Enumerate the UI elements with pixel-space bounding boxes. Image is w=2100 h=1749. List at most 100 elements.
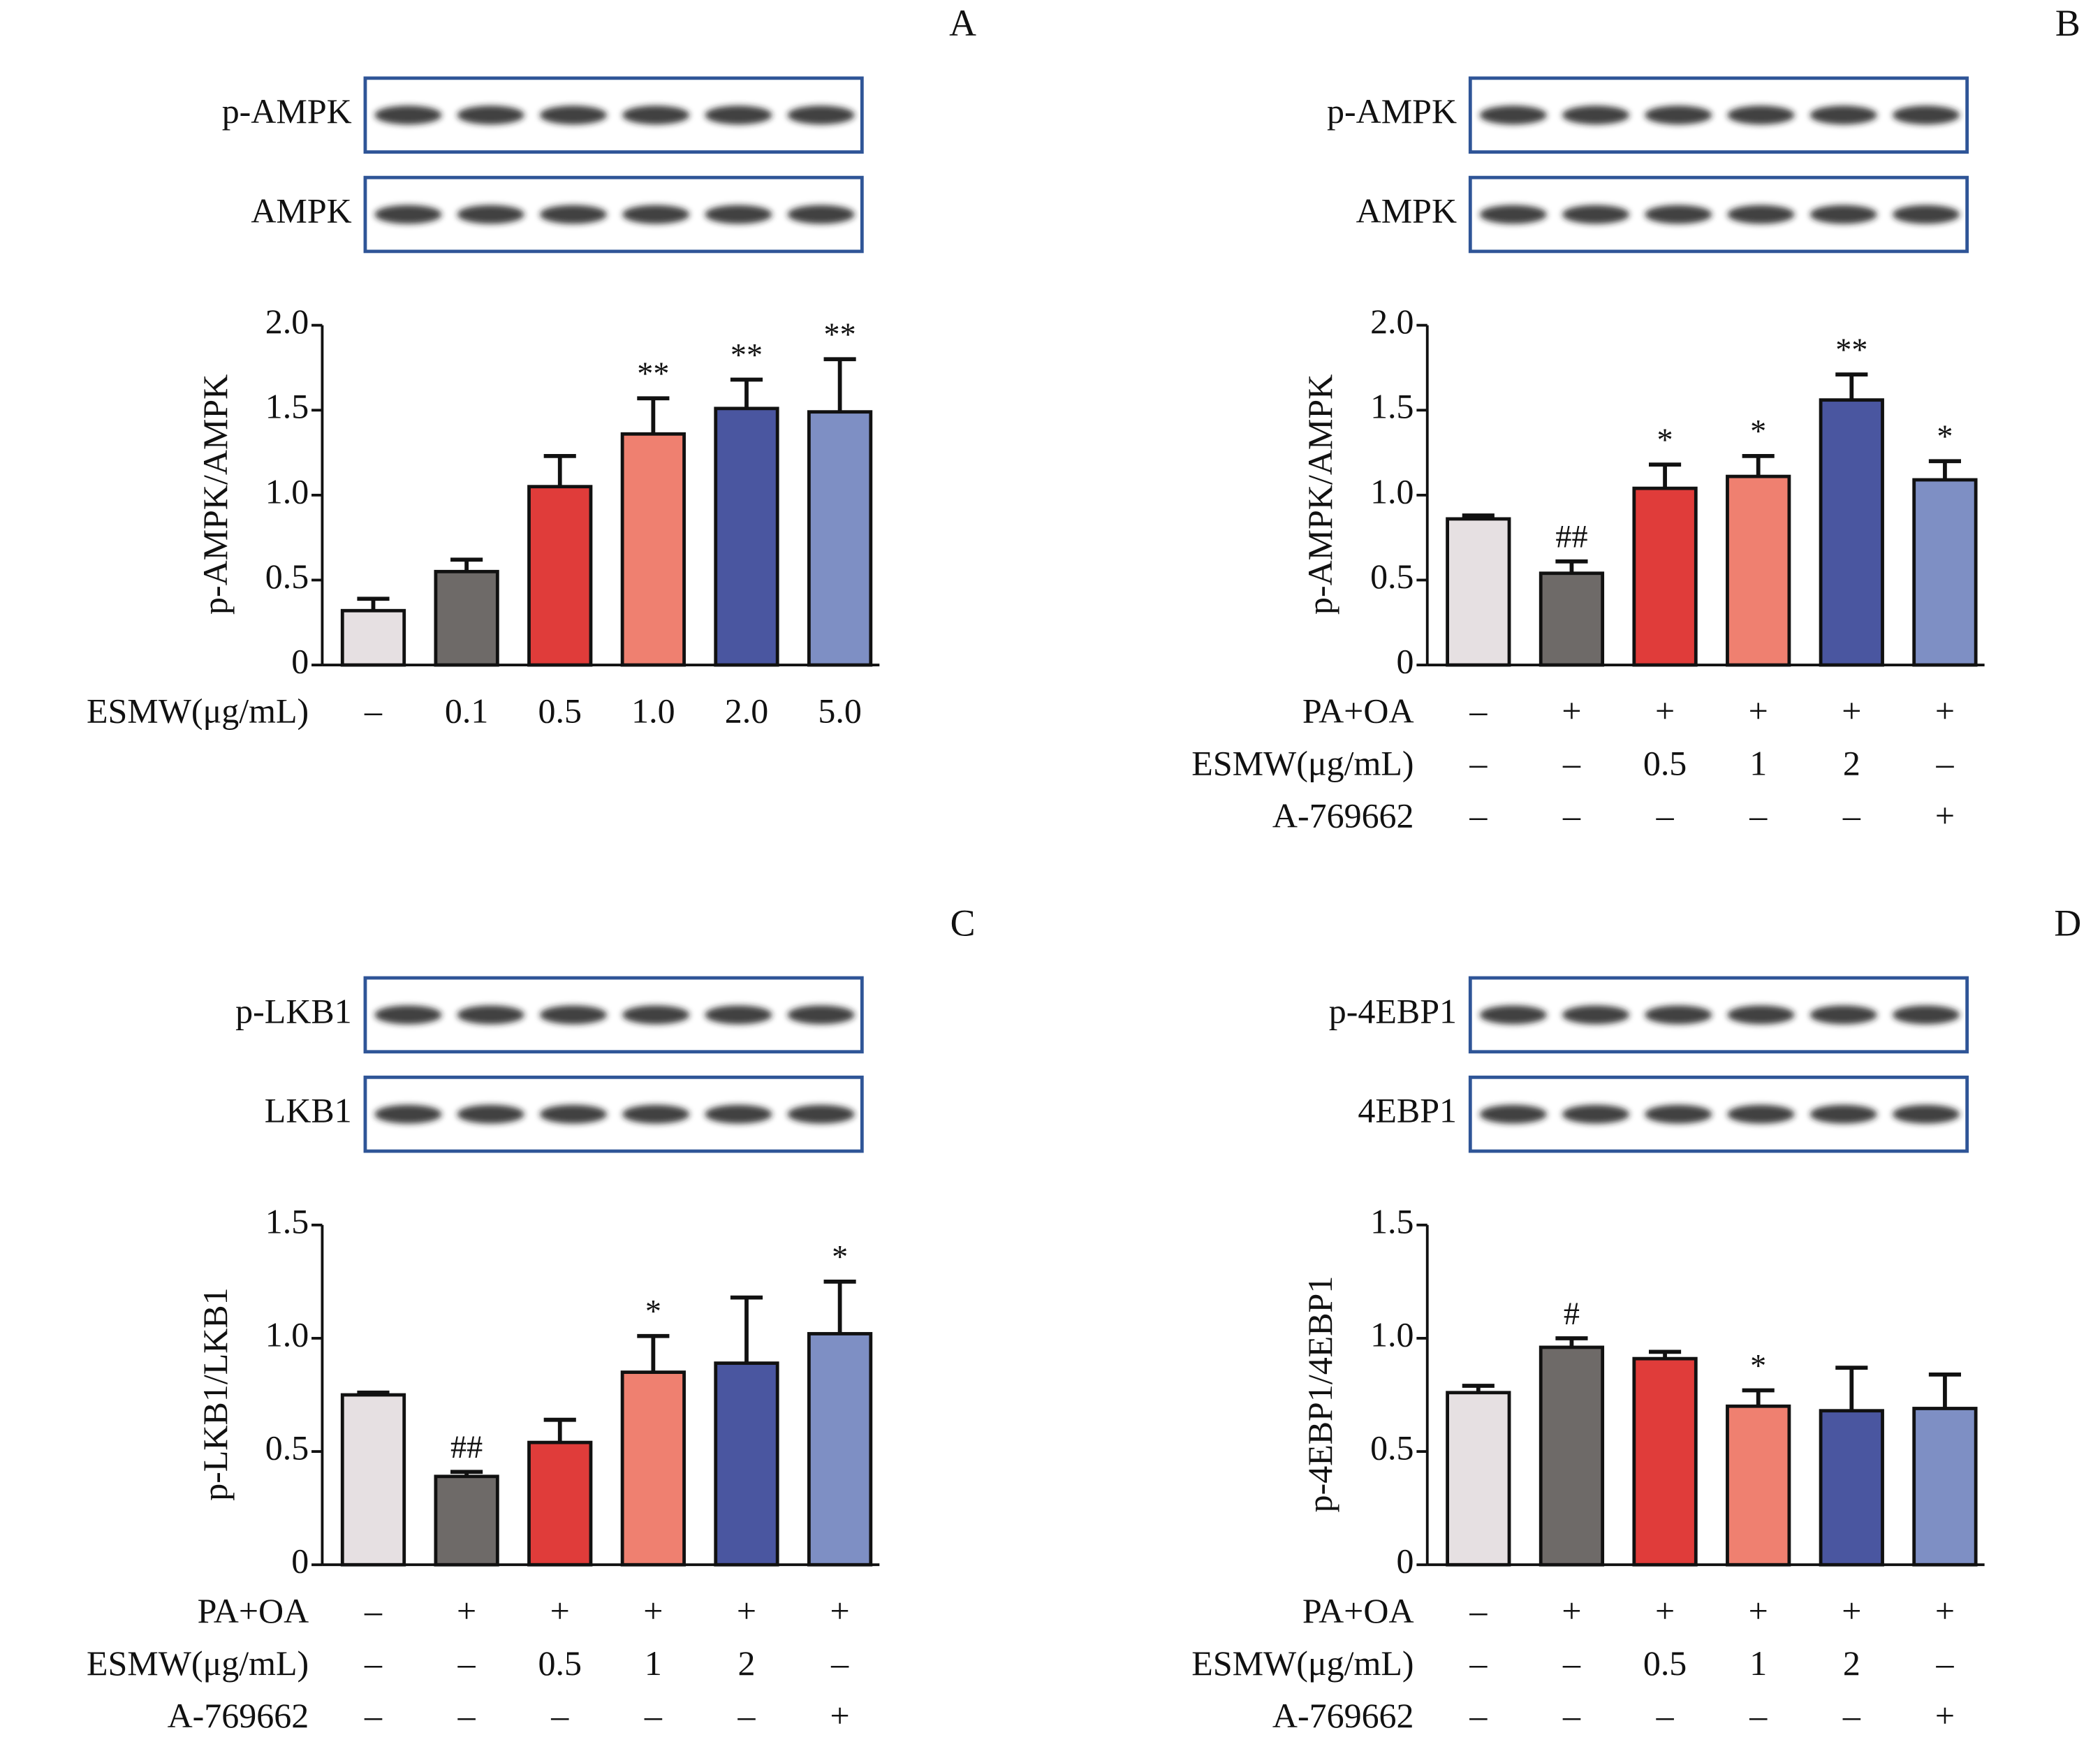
y-tick-label: 0.5 xyxy=(1370,1428,1414,1468)
condition-label: A-769662 xyxy=(168,1696,309,1735)
condition-label: ESMW(μg/mL) xyxy=(1191,1644,1414,1683)
blot-label: AMPK xyxy=(1356,191,1457,230)
condition-value: – xyxy=(1469,796,1488,835)
condition-value: – xyxy=(1469,1591,1488,1630)
bar xyxy=(620,1370,686,1567)
band xyxy=(787,1005,855,1025)
band xyxy=(1562,205,1630,224)
condition-value: – xyxy=(644,1696,663,1735)
bar xyxy=(714,1361,779,1567)
blot-bands xyxy=(1479,105,1960,125)
condition-value: – xyxy=(1749,1696,1768,1735)
band xyxy=(539,1005,608,1025)
significance-mark: # xyxy=(1564,1296,1580,1331)
y-tick-label: 0.5 xyxy=(265,557,309,596)
band xyxy=(1892,105,1960,125)
bar xyxy=(340,608,406,667)
bar xyxy=(1726,1404,1791,1567)
panel-label: D xyxy=(2054,902,2081,944)
band xyxy=(374,105,442,125)
band xyxy=(1479,205,1547,224)
band xyxy=(1809,205,1877,224)
condition-value: – xyxy=(1935,1644,1954,1683)
condition-label: PA+OA xyxy=(1302,1591,1414,1630)
band xyxy=(1727,1005,1795,1025)
bar xyxy=(1539,1345,1605,1567)
condition-value: 0.5 xyxy=(1643,744,1687,783)
condition-value: – xyxy=(1469,691,1488,731)
condition-value: 1.0 xyxy=(631,691,675,731)
blot-bands xyxy=(374,1005,855,1025)
condition-label: A-769662 xyxy=(1272,796,1414,835)
band xyxy=(1892,1104,1960,1124)
band xyxy=(1727,1104,1795,1124)
bar xyxy=(340,1393,406,1567)
bar xyxy=(1632,1356,1698,1567)
condition-value: – xyxy=(1562,1644,1581,1683)
condition-value: – xyxy=(830,1644,849,1683)
condition-value: + xyxy=(1655,1591,1675,1630)
blot-label: p-LKB1 xyxy=(235,991,352,1030)
condition-value: + xyxy=(1749,691,1768,731)
condition-value: 0.5 xyxy=(538,1644,582,1683)
band xyxy=(1479,105,1547,125)
band xyxy=(1727,105,1795,125)
y-tick-label: 1.5 xyxy=(265,387,309,426)
band xyxy=(1892,1005,1960,1025)
panel-label: B xyxy=(2055,2,2080,44)
condition-value: + xyxy=(457,1591,476,1630)
blot-frame xyxy=(363,76,864,154)
band xyxy=(457,1104,524,1124)
band xyxy=(1562,1005,1630,1025)
blot-bands xyxy=(374,1104,855,1124)
bar xyxy=(1539,571,1605,667)
band xyxy=(374,1005,442,1025)
band xyxy=(1809,1104,1877,1124)
significance-mark: ** xyxy=(1835,332,1867,367)
band xyxy=(622,105,690,125)
condition-value: + xyxy=(1935,796,1955,835)
y-axis-label: p-LKB1/LKB1 xyxy=(196,1287,235,1500)
band xyxy=(705,1005,772,1025)
band xyxy=(1562,105,1630,125)
y-tick-label: 0 xyxy=(1397,642,1414,681)
y-tick-label: 0.5 xyxy=(1370,557,1414,596)
blot-frame xyxy=(1468,175,1969,254)
condition-value: 1 xyxy=(645,1644,662,1683)
condition-value: 2.0 xyxy=(725,691,768,731)
condition-value: – xyxy=(550,1696,569,1735)
blot-bands xyxy=(374,105,855,125)
condition-label: A-769662 xyxy=(1272,1696,1414,1735)
bar xyxy=(1446,1391,1511,1567)
y-axis-label: p-AMPK/AMPK xyxy=(1300,374,1339,615)
condition-value: – xyxy=(364,1696,383,1735)
condition-value: – xyxy=(457,1696,476,1735)
band xyxy=(705,1104,772,1124)
bar xyxy=(1632,486,1698,667)
band xyxy=(374,1104,442,1124)
bar xyxy=(1819,398,1884,667)
band xyxy=(1479,1104,1547,1124)
y-tick-label: 1.0 xyxy=(1370,1315,1414,1354)
condition-value: 2 xyxy=(737,1644,755,1683)
condition-value: + xyxy=(1935,691,1955,731)
y-tick-label: 1.0 xyxy=(1370,471,1414,511)
bar xyxy=(434,1474,499,1567)
condition-value: + xyxy=(1655,691,1675,731)
band xyxy=(1479,1005,1547,1025)
blot-frame xyxy=(1468,76,1969,154)
significance-mark: ** xyxy=(824,316,856,352)
significance-mark: * xyxy=(1750,1347,1766,1383)
condition-value: – xyxy=(1842,1696,1861,1735)
condition-value: – xyxy=(364,691,383,731)
condition-value: – xyxy=(1935,744,1954,783)
condition-value: 1 xyxy=(1749,1644,1767,1683)
condition-value: + xyxy=(643,1591,663,1630)
panel-label: A xyxy=(949,2,976,44)
bar xyxy=(1819,1409,1884,1567)
condition-value: – xyxy=(1469,744,1488,783)
panel-label: C xyxy=(950,902,976,944)
condition-value: 2 xyxy=(1843,1644,1860,1683)
